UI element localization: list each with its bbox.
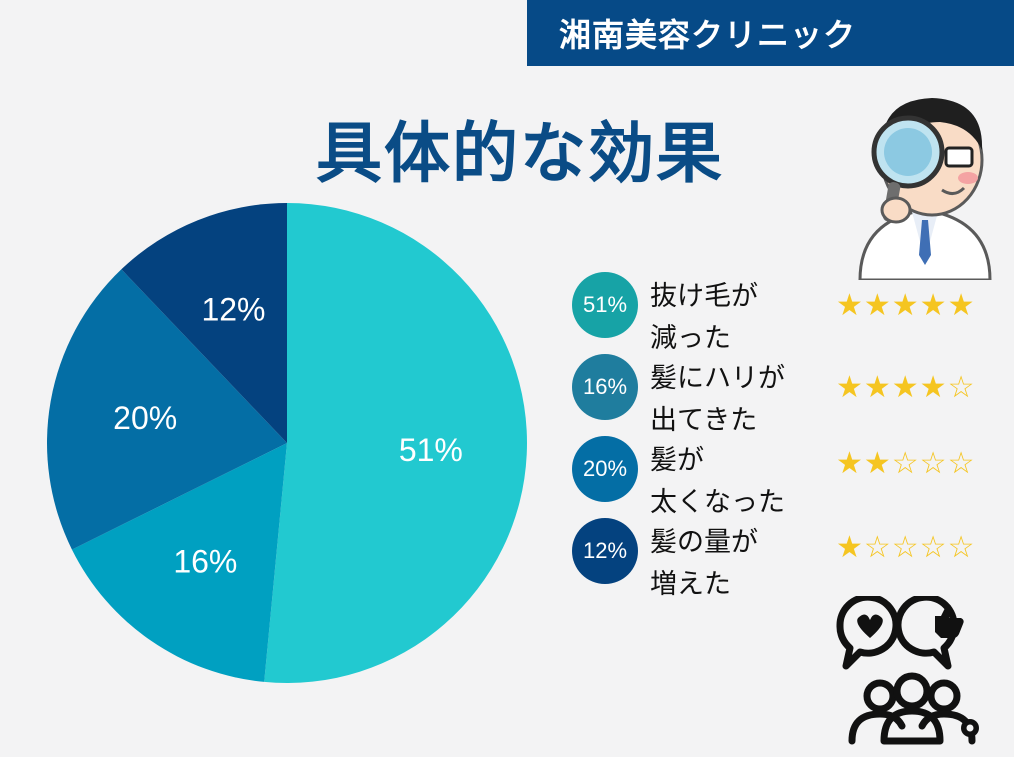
pie-slice-label-3: 20%: [113, 400, 177, 436]
star-rating-1: ★★★★★: [836, 288, 976, 323]
legend-item-2: 16% 髪にハリが 出てきた: [572, 354, 822, 436]
legend-item-3: 20% 髪が 太くなった: [572, 436, 822, 518]
legend-percent-badge: 16%: [572, 354, 638, 420]
pie-chart: 51% 16% 20% 12%: [46, 203, 527, 683]
pie-slice-1: [264, 203, 527, 683]
pie-slice-label-2: 16%: [173, 544, 237, 580]
star-rating-2: ★★★★☆: [836, 370, 976, 405]
star-rating-3: ★★☆☆☆: [836, 446, 976, 481]
pie-slice-2: [71, 443, 288, 682]
community-feedback-icon: [836, 596, 979, 745]
doctor-with-magnifier-icon: [858, 98, 992, 280]
legend-item-1: 51% 抜け毛が 減った: [572, 272, 822, 354]
pie-slice-label-4: 12%: [201, 291, 265, 327]
pie-slice-4: [121, 203, 287, 443]
legend-label: 髪にハリが 出てきた: [650, 363, 785, 436]
legend-label: 抜け毛が 減った: [650, 281, 758, 354]
brand-name: 湘南美容クリニック: [559, 16, 857, 54]
legend-label: 髪の量が 増えた: [650, 527, 758, 600]
legend-percent-badge: 12%: [572, 518, 638, 584]
legend-item-4: 12% 髪の量が 増えた: [572, 518, 822, 600]
star-rating-4: ★☆☆☆☆: [836, 530, 976, 565]
pie-slice-label-1: 51%: [399, 432, 463, 468]
brand-banner: 湘南美容クリニック: [527, 0, 1014, 66]
legend-percent-badge: 51%: [572, 272, 638, 338]
pie-slice-3: [46, 269, 287, 550]
legend-label: 髪が 太くなった: [650, 445, 785, 518]
legend-percent-badge: 20%: [572, 436, 638, 502]
page-title: 具体的な効果: [316, 115, 724, 192]
